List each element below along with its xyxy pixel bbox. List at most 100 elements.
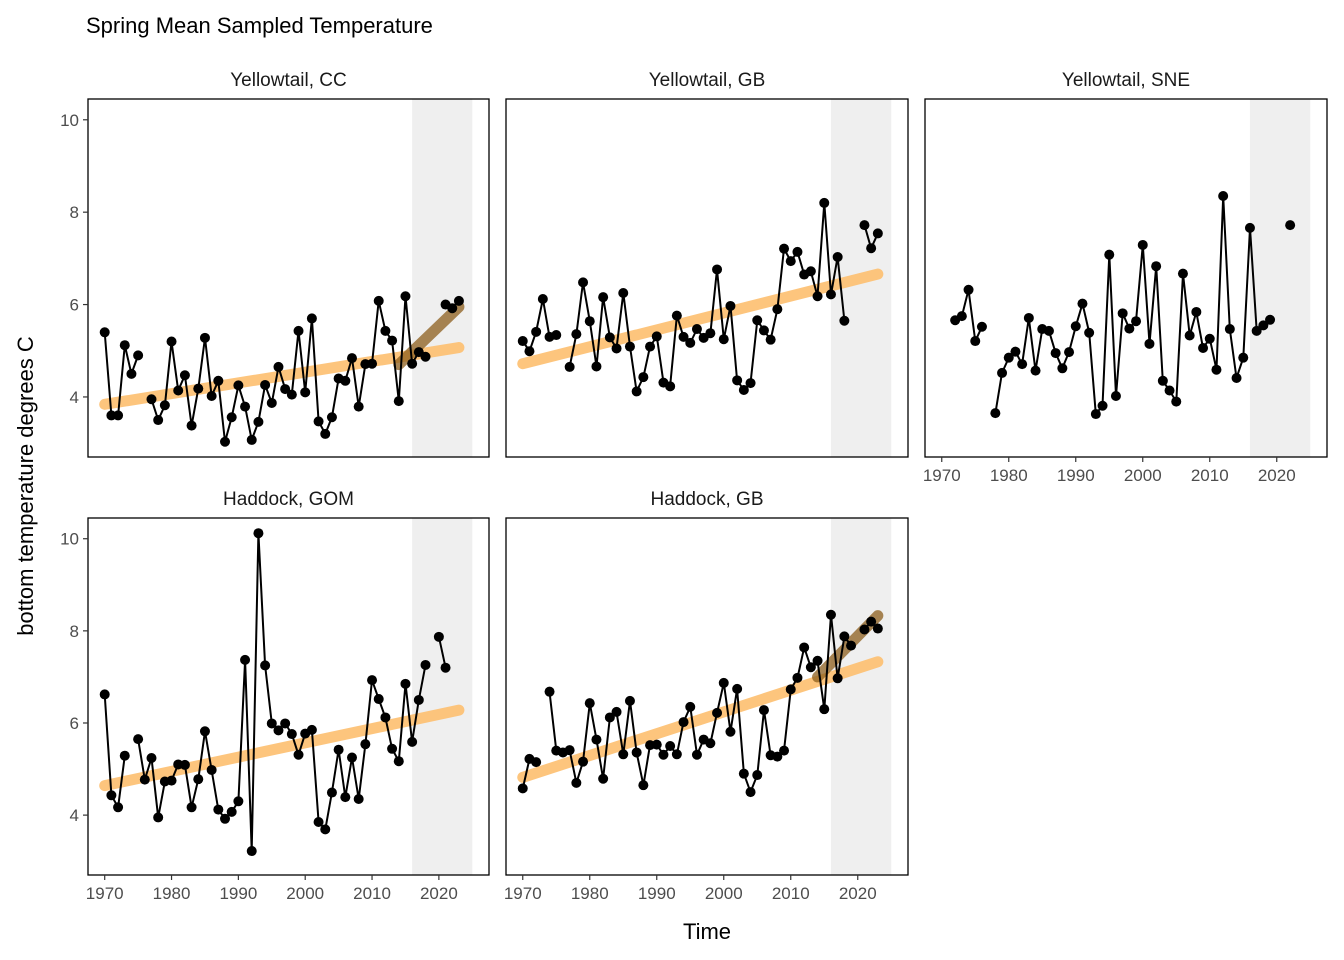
data-point [146,394,157,405]
panel-yellowtail-sne: Yellowtail, SNE 1970 1980 1990 2000 2010 2020 [923,70,1328,485]
data-point [1151,261,1162,272]
recent-period-shade [1249,99,1311,457]
data-point [326,412,337,423]
data-point [133,734,144,745]
panel-strip-label: Yellowtail, CC [230,70,347,91]
x-tick-label: 2020 [1258,466,1296,485]
data-point [665,381,676,392]
data-point [119,750,130,761]
data-point [133,350,144,361]
data-point [792,246,803,257]
data-point [407,736,418,747]
x-tick-label: 2010 [772,884,810,903]
data-point [387,743,398,754]
data-point [571,329,582,340]
data-point [139,774,150,785]
data-point [839,315,850,326]
data-point [732,375,743,386]
series-line [103,533,447,852]
data-point [1070,321,1081,332]
data-point [380,325,391,336]
data-point [758,705,769,716]
data-point [153,415,164,426]
data-point [1184,330,1195,341]
x-tick-label: 1990 [638,884,676,903]
panel-strip-label: Haddock, GB [651,489,764,510]
data-point [293,325,304,336]
y-tick-label: 6 [70,296,79,315]
data-point [866,616,877,627]
data-point [1090,409,1101,420]
x-tick-label: 1980 [153,884,191,903]
data-point [253,528,264,539]
data-point [213,804,224,815]
data-point [785,684,796,695]
x-tick-label: 1980 [571,884,609,903]
data-point [970,336,981,347]
data-point [517,336,528,347]
data-point [1144,338,1155,349]
data-point [367,675,378,686]
data-point [99,689,110,700]
data-point [373,694,384,705]
data-point [584,698,595,709]
data-point [340,375,351,386]
data-point [273,725,284,736]
data-point [240,401,251,412]
data-point [678,331,689,342]
data-point [779,243,790,254]
data-point [812,291,823,302]
data-point [859,220,870,231]
y-tick-label: 10 [60,530,79,549]
data-point [440,662,451,673]
data-point [353,793,364,804]
x-tick-label: 2010 [1191,466,1229,485]
panel-strip-label: Yellowtail, GB [649,70,766,91]
data-point [725,726,736,737]
data-point [997,367,1008,378]
data-point [1191,306,1202,317]
data-point [186,420,197,431]
data-point [604,712,615,723]
data-point [752,770,763,781]
data-point [1218,191,1229,202]
data-point [199,726,210,737]
x-tick-label: 2010 [353,884,391,903]
x-tick-label: 1990 [1057,466,1095,485]
data-point [126,368,137,379]
data-point [1057,363,1068,374]
data-point [618,288,629,299]
data-point [360,739,371,750]
data-point [651,331,662,342]
data-point [206,391,217,402]
data-point [658,749,669,760]
data-point [280,384,291,395]
data-point [99,327,110,338]
data-point [624,341,635,352]
data-point [691,749,702,760]
data-point [153,812,164,823]
data-point [712,707,723,718]
data-point [260,660,271,671]
x-tick-label: 2000 [1124,466,1162,485]
data-point [799,642,810,653]
data-point [300,387,311,398]
data-point [665,741,676,752]
data-point [1003,352,1014,363]
data-point [286,729,297,740]
data-point [113,410,124,421]
data-point [846,640,857,651]
data-point [306,724,317,735]
x-tick-label: 2020 [420,884,458,903]
data-point [1097,400,1108,411]
data-point [578,756,589,767]
y-tick-label: 6 [70,714,79,733]
data-point [420,659,431,670]
data-point [825,609,836,620]
long-term-trend-line [517,656,884,783]
data-point [1231,373,1242,384]
data-point [963,284,974,295]
data-point [293,749,304,760]
y-tick-label: 8 [70,203,79,222]
data-point [638,780,649,791]
